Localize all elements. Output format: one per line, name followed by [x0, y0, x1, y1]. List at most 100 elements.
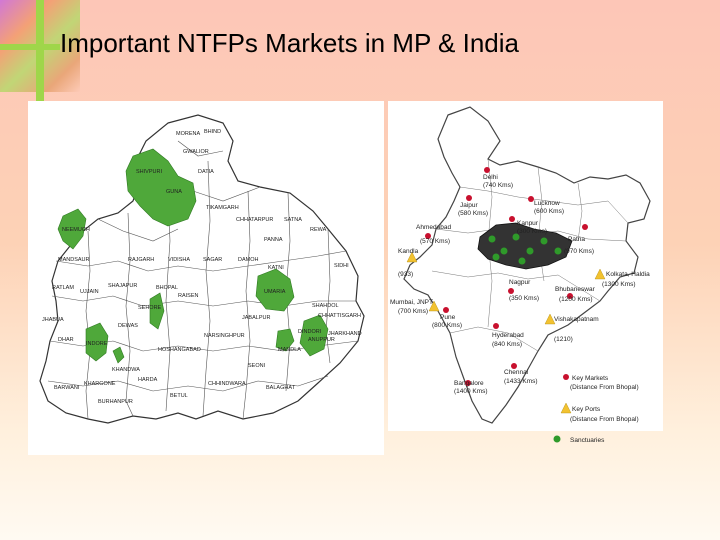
label-umaria: UMARIA	[264, 289, 286, 295]
sanctuaries-legend: Sanctuaries	[553, 435, 605, 444]
label-bhind: BHIND	[204, 129, 221, 135]
label-rajgarh: RAJGARH	[128, 257, 154, 263]
sanctuary-marker	[488, 235, 496, 243]
state-boundaries	[431, 158, 629, 352]
label-shahdol: SHAHDOL	[312, 303, 339, 309]
forest-mandla	[275, 328, 295, 352]
market-distance-kolkata: (1300 Kms)	[602, 281, 636, 288]
market-dot-chennai	[511, 363, 517, 369]
label-jharkhand: JHARKHAND	[328, 331, 362, 337]
market-distance-bhubaneswar: (1200 Kms)	[559, 296, 593, 303]
label-rewa: REWA	[310, 227, 327, 233]
label-sagar: SAGAR	[203, 257, 222, 263]
market-name-kolkata: Kolkata, Haldia	[606, 271, 650, 278]
label-narsinghpur: NARSINGHPUR	[204, 333, 245, 339]
district-labels: MORENA BHIND GWALIOR DATIA SHIVPURI GUNA…	[42, 129, 362, 405]
market-name-lucknow: Lucknow	[534, 200, 560, 207]
label-barwani: BARWANI	[54, 385, 80, 391]
legend-key-ports-note: (Distance From Bhopal)	[570, 416, 639, 423]
label-guna: GUNA	[166, 189, 182, 195]
legend-sanctuary-icon	[553, 435, 561, 443]
port-marker-kandla	[406, 251, 418, 263]
label-katni: KATNI	[268, 265, 284, 271]
market-distance-hyderabad: (840 Kms)	[492, 341, 522, 348]
sanctuary-marker	[492, 253, 500, 261]
market-distance-delhi: (740 Kms)	[483, 182, 513, 189]
label-panna: PANNA	[264, 237, 283, 243]
label-seoni: SEONI	[248, 363, 266, 369]
sanctuary-marker	[518, 257, 526, 265]
market-name-kandla: Kandla	[398, 248, 419, 255]
label-vidisha: VIDISHA	[168, 257, 190, 263]
mp-district-map: MORENA BHIND GWALIOR DATIA SHIVPURI GUNA…	[28, 101, 384, 455]
map-legend: Key Markets (Distance From Bhopal) Key P…	[560, 374, 639, 423]
market-distance-patna: (970 Kms)	[564, 248, 594, 255]
market-distance-ahmedabad: (570 Kms)	[420, 238, 450, 245]
mp-highlight	[477, 222, 573, 270]
market-name-kanpur: Kanpur	[517, 220, 539, 227]
legend-market-icon	[563, 374, 569, 380]
market-name-jaipur: Jaipur	[460, 202, 479, 209]
market-dot-pune	[443, 307, 449, 313]
market-dot-delhi	[484, 167, 490, 173]
accent-bar-vertical	[36, 0, 44, 130]
label-khandwa: KHANDWA	[112, 367, 140, 373]
label-jhabua: JHABUA	[42, 317, 64, 323]
market-distance-bangalore: (1400 Kms)	[454, 388, 488, 395]
india-map-svg: Delhi (740 Kms) Jaipur (580 Kms) Lucknow…	[390, 106, 651, 424]
label-mandla: MANDLA	[278, 347, 301, 353]
label-khargone: KHARGONE	[84, 381, 116, 387]
market-distance-kandla: (933)	[398, 271, 413, 278]
legend-key-markets-note: (Distance From Bhopal)	[570, 384, 639, 391]
sanctuary-markers	[488, 233, 562, 265]
label-datia: DATIA	[198, 169, 214, 175]
market-distance-lucknow: (600 Kms)	[534, 208, 564, 215]
market-name-bangalore: Bangalore	[454, 380, 484, 387]
forest-anuppur	[299, 314, 329, 357]
market-name-vishakapatnam: Vishakapatnam	[554, 316, 599, 323]
forest-regions	[57, 148, 329, 364]
label-dhar: DHAR	[58, 337, 74, 343]
sanctuary-marker	[540, 237, 548, 245]
label-shajapur: SHAJAPUR	[108, 283, 137, 289]
port-markers	[406, 251, 606, 325]
port-marker-vishakapatnam	[544, 313, 556, 325]
market-name-mumbai: Mumbai, JNPT	[390, 299, 433, 306]
market-dot-kanpur	[509, 216, 515, 222]
legend-key-markets: Key Markets	[572, 375, 609, 382]
accent-bar-horizontal	[0, 44, 60, 50]
market-distance-mumbai: (700 Kms)	[398, 308, 428, 315]
label-indore: INDORE	[86, 341, 108, 347]
market-name-hyderabad: Hyderabad	[492, 332, 524, 339]
label-anuppur: ANUPPUR	[308, 337, 335, 343]
market-name-ahmedabad: Ahmedabad	[416, 224, 451, 231]
label-chhattisgarh: CHHATTISGARH	[318, 313, 361, 319]
market-dot-patna	[582, 224, 588, 230]
forest-shivpuri-guna	[125, 148, 197, 227]
label-burhanpur: BURHANPUR	[98, 399, 133, 405]
label-morena: MORENA	[176, 131, 200, 137]
market-dot-ahmedabad	[425, 233, 431, 239]
market-dot-bhubaneswar	[567, 293, 573, 299]
label-sidhi: SIDHI	[334, 263, 349, 269]
label-gwalior: GWALIOR	[183, 149, 209, 155]
label-shivpuri: SHIVPURI	[136, 169, 162, 175]
market-distance-nagpur: (350 Kms)	[509, 295, 539, 302]
label-damoh: DAMOH	[238, 257, 259, 263]
label-hoshangabad: HOSHANGABAD	[158, 347, 201, 353]
legend-key-ports: Key Ports	[572, 406, 601, 413]
label-bhopal: BHOPAL	[156, 285, 178, 291]
market-distance-vishakapatnam: (1210)	[554, 336, 573, 343]
label-neemuch: NEEMUCH	[62, 227, 90, 233]
market-name-patna: Patna	[568, 236, 585, 243]
sanctuary-marker	[500, 247, 508, 255]
forest-neemuch	[57, 208, 87, 250]
label-dewas: DEWAS	[118, 323, 138, 329]
sanctuary-marker	[554, 247, 562, 255]
legend-sanctuaries: Sanctuaries	[570, 437, 605, 444]
label-betul: BETUL	[170, 393, 188, 399]
district-boundaries	[47, 140, 359, 420]
slide-title: Important NTFPs Markets in MP & India	[60, 28, 519, 58]
market-dot-hyderabad	[493, 323, 499, 329]
forest-umaria	[255, 268, 295, 312]
